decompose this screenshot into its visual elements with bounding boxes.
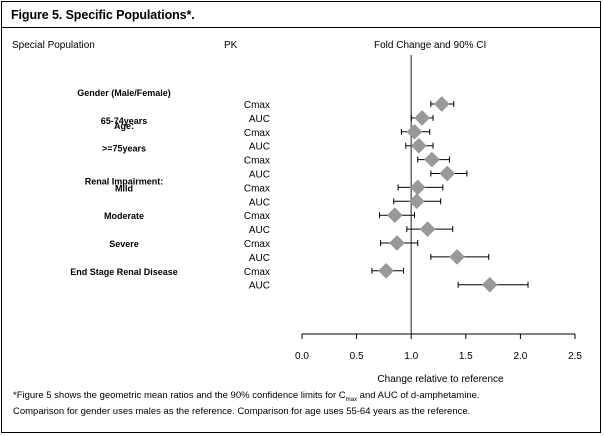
estimate-marker — [419, 221, 436, 237]
figure-title: Figure 5. Specific Populations*. — [11, 8, 195, 22]
estimate-marker — [386, 207, 403, 224]
pk-label: Cmax — [244, 156, 270, 167]
footnote: *Figure 5 shows the geometric mean ratio… — [13, 390, 593, 418]
estimate-marker — [410, 137, 427, 154]
header-pk: PK — [224, 40, 238, 51]
estimate-marker — [389, 235, 405, 251]
pk-label: Cmax — [244, 183, 270, 194]
x-tick-label: 0.5 — [350, 351, 364, 362]
group-label: Moderate — [104, 211, 144, 221]
pk-label: Cmax — [244, 211, 270, 222]
footnote-line-1: *Figure 5 shows the geometric mean ratio… — [13, 390, 593, 406]
pk-label: AUC — [249, 225, 270, 236]
group-label: Severe — [109, 239, 139, 249]
x-axis-label: Change relative to reference — [377, 374, 504, 385]
estimate-marker — [408, 193, 425, 210]
pk-label: AUC — [249, 170, 270, 181]
estimate-marker — [406, 123, 423, 140]
estimate-marker — [481, 276, 498, 293]
title-bar: Figure 5. Specific Populations*. — [2, 2, 600, 28]
x-tick-label: 2.0 — [513, 351, 527, 362]
estimate-marker — [409, 179, 426, 196]
group-label: Age: — [114, 121, 134, 131]
x-tick-label: 1.0 — [404, 351, 418, 362]
footnote-line-2: Comparison for gender uses males as the … — [13, 405, 471, 417]
pk-label: AUC — [249, 142, 270, 153]
group-label: Renal Impairment: — [85, 176, 164, 186]
header-special-population: Special Population — [12, 40, 95, 51]
pk-label: AUC — [249, 114, 270, 125]
pk-label: AUC — [249, 197, 270, 208]
pk-label: Cmax — [244, 128, 270, 139]
pk-label: Cmax — [244, 267, 270, 278]
group-label: 65-74years — [101, 116, 148, 126]
group-label: Gender (Male/Female) — [77, 88, 171, 98]
group-label: Mild — [115, 183, 133, 193]
header-fold-change: Fold Change and 90% CI — [374, 40, 487, 51]
estimate-marker — [439, 165, 456, 182]
x-tick-label: 2.5 — [568, 351, 582, 362]
pk-label: AUC — [249, 253, 270, 264]
footnote-text-pre: *Figure 5 shows the geometric mean ratio… — [13, 390, 346, 401]
estimate-marker — [424, 151, 440, 168]
pk-label: AUC — [249, 281, 270, 292]
x-tick-label: 0.0 — [295, 351, 309, 362]
pk-label: Cmax — [244, 100, 270, 111]
estimate-marker — [414, 110, 430, 126]
estimate-marker — [433, 96, 450, 112]
pk-label: Cmax — [244, 239, 270, 250]
footnote-text-post: and AUC of d-amphetamine. — [357, 390, 480, 401]
x-tick-label: 1.5 — [459, 351, 473, 362]
group-label: >=75years — [102, 144, 146, 154]
estimate-marker — [449, 249, 465, 265]
group-label: End Stage Renal Disease — [70, 267, 178, 277]
footnote-subscript: max — [345, 396, 358, 403]
estimate-marker — [378, 262, 394, 279]
